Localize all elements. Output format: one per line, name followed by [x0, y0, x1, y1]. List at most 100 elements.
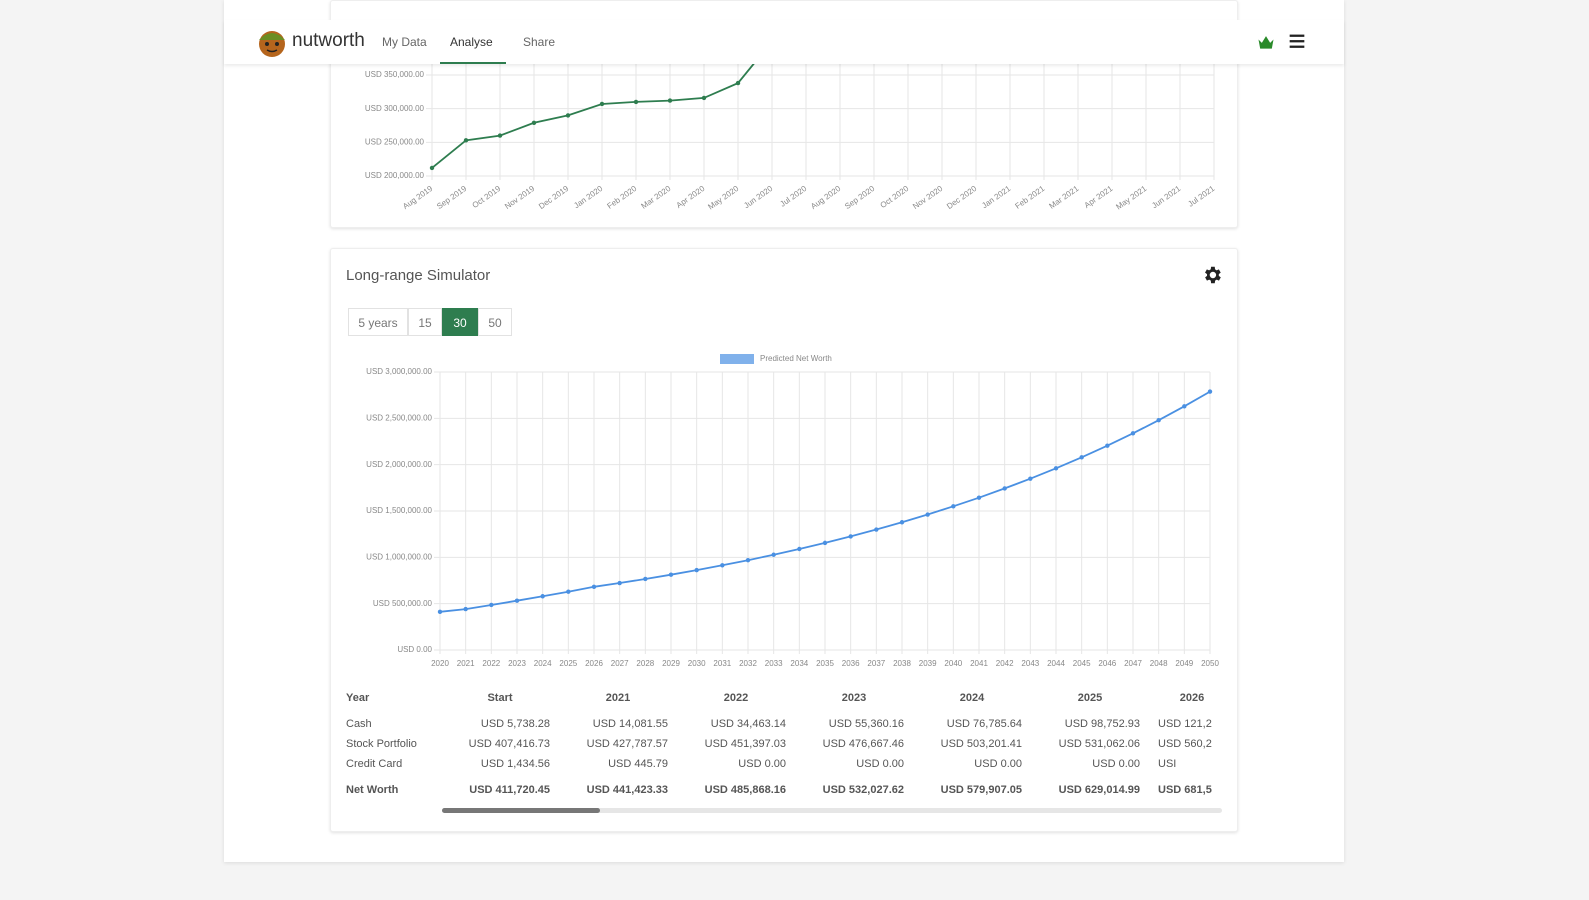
data-point [599, 101, 605, 107]
table-header: 2025 [1078, 692, 1102, 704]
logo[interactable] [256, 26, 288, 58]
x-tick-label: Aug 2020 [809, 184, 843, 211]
table-cell: USD 579,907.05 [941, 784, 1022, 796]
x-tick-label: 2030 [688, 659, 706, 668]
data-point [617, 580, 622, 586]
y-tick-label: USD 2,500,000.00 [366, 413, 432, 422]
x-tick-label: May 2020 [706, 184, 740, 212]
x-tick-label: 2050 [1201, 659, 1219, 668]
settings-icon[interactable] [1201, 264, 1223, 286]
table-header: 2022 [724, 692, 748, 704]
x-tick-label: 2038 [893, 659, 911, 668]
table-cell: USD 441,423.33 [587, 784, 668, 796]
legend-swatch [720, 354, 754, 364]
y-tick-label: USD 1,500,000.00 [366, 506, 432, 515]
data-point [514, 598, 520, 603]
table-cell: USD 1,434.56 [481, 758, 550, 770]
x-tick-label: 2022 [482, 659, 500, 668]
simulator-card: Long-range Simulator [330, 248, 1238, 832]
table-cell: USD 55,360.16 [829, 718, 904, 730]
card-title: Long-range Simulator [346, 267, 491, 284]
premium-icon[interactable] [1256, 32, 1276, 52]
x-tick-label: Nov 2020 [911, 184, 945, 211]
x-tick-label: 2023 [508, 659, 526, 668]
table-cell: USD 427,787.57 [587, 738, 668, 750]
data-point [1207, 389, 1213, 394]
data-point [1028, 476, 1033, 481]
data-point [694, 567, 699, 573]
table-cell: USD 445.79 [608, 758, 668, 770]
x-tick-label: 2048 [1150, 659, 1168, 668]
data-point [720, 563, 725, 568]
nav-link[interactable]: My Data [382, 35, 427, 49]
table-cell: USD 0.00 [856, 758, 904, 770]
y-tick-label: USD 300,000.00 [365, 104, 425, 113]
range-button[interactable]: 15 [408, 308, 442, 336]
x-tick-label: 2024 [534, 659, 552, 668]
x-tick-label: Jan 2020 [572, 184, 605, 211]
table-cell: USD 560,2 [1158, 738, 1212, 750]
data-point [701, 95, 707, 101]
y-tick-label: USD 500,000.00 [373, 599, 433, 608]
table-cell: Credit Card [346, 758, 402, 770]
data-point [437, 609, 443, 615]
y-tick-label: USD 350,000.00 [365, 70, 425, 79]
x-tick-label: Nov 2019 [503, 184, 537, 211]
x-tick-label: May 2021 [1114, 184, 1148, 212]
legend-label: Predicted Net Worth [760, 354, 832, 363]
x-tick-label: Dec 2020 [945, 184, 979, 211]
data-point [1156, 418, 1161, 423]
x-tick-label: 2042 [996, 659, 1014, 668]
data-point [540, 594, 545, 599]
table-header: Year [346, 692, 370, 704]
table-header: 2026 [1180, 692, 1204, 704]
table-cell: Cash [346, 718, 372, 730]
data-point [1079, 455, 1084, 460]
range-button[interactable]: 50 [478, 308, 512, 336]
data-point [429, 165, 435, 171]
data-point [668, 572, 674, 577]
table-header: 2023 [842, 692, 866, 704]
data-point [497, 133, 503, 138]
table-cell: USD 407,416.73 [469, 738, 550, 750]
data-point [874, 527, 879, 532]
scroll-thumb [442, 808, 600, 813]
x-tick-label: Oct 2020 [879, 184, 911, 210]
table-cell: USD 411,720.45 [469, 784, 550, 796]
x-tick-label: Dec 2019 [537, 184, 571, 211]
table-cell: USD 629,014.99 [1059, 784, 1140, 796]
data-point [489, 602, 494, 608]
table-header: 2024 [960, 692, 985, 704]
table-cell: USD 34,463.14 [711, 718, 786, 730]
brand[interactable]: nutworth [292, 30, 365, 51]
x-tick-label: Jun 2021 [1150, 184, 1183, 211]
x-tick-label: 2033 [765, 659, 783, 668]
table-cell: USD 681,5 [1158, 784, 1212, 796]
range-button[interactable]: 5 years [348, 308, 408, 336]
table-cell: USD 503,201.41 [941, 738, 1022, 750]
x-tick-label: 2031 [713, 659, 731, 668]
data-point [565, 113, 571, 118]
data-point [463, 138, 469, 143]
data-point [735, 80, 741, 86]
table-cell: Net Worth [346, 784, 399, 796]
table-cell: USD 476,667.46 [823, 738, 904, 750]
x-tick-label: 2046 [1098, 659, 1116, 668]
x-tick-label: Aug 2019 [401, 184, 435, 211]
data-point [591, 584, 597, 590]
x-tick-label: 2045 [1073, 659, 1091, 668]
range-button[interactable]: 30 [442, 308, 478, 336]
x-tick-label: 2036 [842, 659, 860, 668]
x-tick-label: 2025 [559, 659, 577, 668]
x-tick-label: Jun 2020 [742, 184, 775, 211]
x-tick-label: Jul 2020 [778, 184, 808, 209]
x-tick-label: Feb 2020 [605, 184, 638, 211]
data-point [976, 495, 982, 500]
menu-icon[interactable] [1286, 30, 1308, 52]
table-cell: USD 98,752.93 [1065, 718, 1140, 730]
nav-link[interactable]: Share [523, 35, 556, 49]
table-cell: USD 451,397.03 [705, 738, 786, 750]
nav-link[interactable]: Analyse [450, 35, 493, 49]
